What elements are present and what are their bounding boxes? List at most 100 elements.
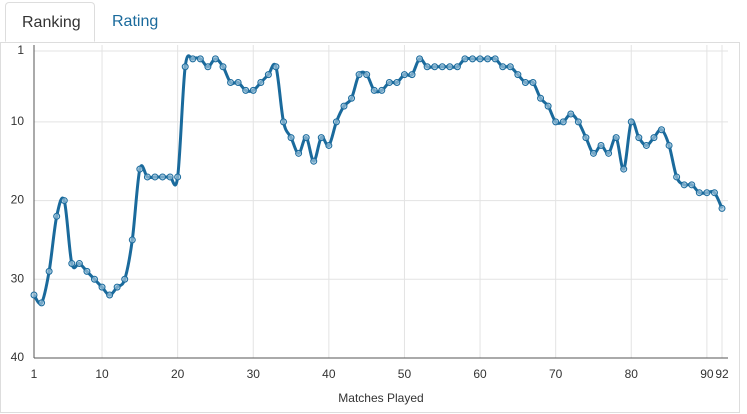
point: [552, 118, 560, 126]
point: [98, 283, 106, 291]
point: [340, 102, 348, 110]
point: [234, 78, 242, 86]
panel: [0, 42, 740, 413]
point: [408, 71, 416, 79]
x-tick-label: 90: [700, 367, 714, 381]
line: [32, 54, 724, 306]
point: [257, 78, 265, 86]
point: [151, 173, 159, 181]
point: [658, 126, 666, 134]
point: [431, 63, 439, 71]
point: [174, 173, 182, 181]
point: [310, 157, 318, 165]
point: [703, 189, 711, 197]
point: [521, 78, 529, 86]
point: [363, 71, 371, 79]
point: [544, 102, 552, 110]
point: [612, 134, 620, 142]
point: [302, 134, 310, 142]
point: [582, 134, 590, 142]
point: [68, 260, 76, 268]
point: [90, 275, 98, 283]
point: [446, 63, 454, 71]
x-tick-label: 92: [715, 367, 729, 381]
point: [143, 173, 151, 181]
point: [264, 71, 272, 79]
point: [295, 149, 303, 157]
point: [53, 212, 61, 220]
point: [378, 86, 386, 94]
point: [219, 63, 227, 71]
point: [211, 55, 219, 63]
y-tick-label: 1: [17, 43, 24, 57]
point: [136, 165, 144, 173]
point: [196, 55, 204, 63]
point: [75, 260, 83, 268]
point: [673, 173, 681, 181]
point: [325, 141, 333, 149]
point: [476, 55, 484, 63]
point: [113, 283, 121, 291]
x-tick-label: 30: [247, 367, 261, 381]
point: [529, 78, 537, 86]
point: [242, 86, 250, 94]
x-tick-label: 80: [625, 367, 639, 381]
point: [484, 55, 492, 63]
point: [506, 63, 514, 71]
point: [461, 55, 469, 63]
tab[interactable]: Ranking: [5, 2, 95, 42]
point: [469, 55, 477, 63]
point: [227, 78, 235, 86]
point: [605, 149, 613, 157]
point: [83, 267, 91, 275]
point: [665, 141, 673, 149]
y-tick-label: 20: [11, 193, 25, 207]
point: [559, 118, 567, 126]
point: [627, 118, 635, 126]
point: [695, 189, 703, 197]
point: [393, 78, 401, 86]
point: [249, 86, 257, 94]
point: [574, 118, 582, 126]
point: [400, 71, 408, 79]
point: [680, 181, 688, 189]
point: [204, 63, 212, 71]
point: [106, 291, 114, 299]
tab[interactable]: Rating: [112, 13, 159, 30]
point: [45, 267, 53, 275]
point: [128, 236, 136, 244]
point: [181, 63, 189, 71]
point: [491, 55, 499, 63]
point: [423, 63, 431, 71]
point: [438, 63, 446, 71]
point: [650, 134, 658, 142]
y-tick-label: 30: [11, 271, 25, 285]
point: [30, 291, 38, 299]
point: [166, 173, 174, 181]
point: [567, 110, 575, 118]
point: [317, 134, 325, 142]
x-tick-label: 70: [549, 367, 563, 381]
point: [620, 165, 628, 173]
point: [499, 63, 507, 71]
point: [718, 204, 726, 212]
point: [385, 78, 393, 86]
point: [272, 63, 280, 71]
point: [355, 71, 363, 79]
point: [121, 275, 129, 283]
point: [370, 86, 378, 94]
point: [60, 197, 68, 205]
x-tick-label: 40: [322, 367, 336, 381]
x-tick-label: 10: [95, 367, 109, 381]
point: [537, 94, 545, 102]
y-tick-label: 10: [11, 114, 25, 128]
point: [416, 55, 424, 63]
point: [642, 141, 650, 149]
point: [348, 94, 356, 102]
x-tick-label: 20: [171, 367, 185, 381]
point: [332, 118, 340, 126]
point: [453, 63, 461, 71]
point: [189, 55, 197, 63]
